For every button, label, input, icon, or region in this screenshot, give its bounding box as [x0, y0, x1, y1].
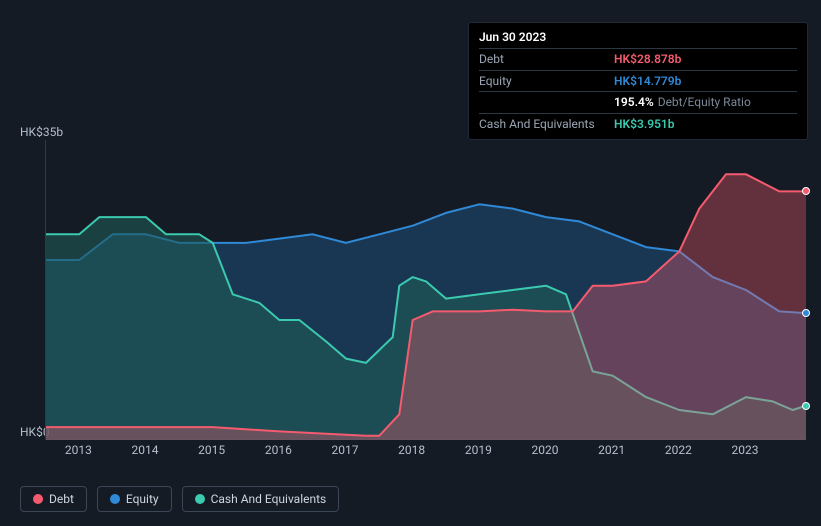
- chart-plot-area[interactable]: [45, 140, 805, 440]
- tooltip-row-ratio: 195.4% Debt/Equity Ratio: [479, 91, 797, 113]
- tooltip-label: [479, 94, 614, 111]
- series-end-dot: [802, 309, 810, 317]
- chart-container: HK$35b HK$0 2013201420152016201720182019…: [15, 125, 810, 465]
- legend-label: Debt: [49, 492, 74, 506]
- series-end-dot: [802, 187, 810, 195]
- legend-swatch: [110, 494, 120, 504]
- chart-tooltip: Jun 30 2023 Debt HK$28.878b Equity HK$14…: [468, 22, 808, 140]
- x-tick: 2014: [132, 443, 159, 457]
- x-tick: 2019: [465, 443, 492, 457]
- tooltip-label: Debt: [479, 51, 614, 68]
- legend-swatch: [195, 494, 205, 504]
- chart-svg: [46, 140, 806, 440]
- tooltip-date: Jun 30 2023: [479, 29, 797, 48]
- x-axis: 2013 2014 2015 2016 2017 2018 2019 2020 2021 2022…: [45, 443, 805, 463]
- series-end-dot: [802, 402, 810, 410]
- legend-swatch: [33, 494, 43, 504]
- x-tick: 2015: [198, 443, 225, 457]
- x-tick: 2022: [665, 443, 692, 457]
- x-tick: 2017: [332, 443, 359, 457]
- tooltip-row-debt: Debt HK$28.878b: [479, 48, 797, 70]
- legend-label: Cash And Equivalents: [211, 492, 327, 506]
- legend-item-cash[interactable]: Cash And Equivalents: [182, 486, 340, 512]
- x-tick: 2021: [598, 443, 625, 457]
- tooltip-value: 195.4%: [614, 94, 654, 111]
- x-tick: 2023: [732, 443, 759, 457]
- x-tick: 2020: [532, 443, 559, 457]
- tooltip-row-cash: Cash And Equivalents HK$3.951b: [479, 113, 797, 135]
- legend-item-debt[interactable]: Debt: [20, 486, 87, 512]
- tooltip-label: Cash And Equivalents: [479, 116, 614, 133]
- x-tick: 2013: [65, 443, 92, 457]
- tooltip-value: HK$3.951b: [614, 116, 675, 133]
- legend-label: Equity: [126, 492, 159, 506]
- tooltip-row-equity: Equity HK$14.779b: [479, 70, 797, 92]
- chart-legend: Debt Equity Cash And Equivalents: [20, 486, 339, 512]
- legend-item-equity[interactable]: Equity: [97, 486, 172, 512]
- tooltip-value: HK$14.779b: [614, 73, 681, 90]
- tooltip-suffix: Debt/Equity Ratio: [658, 94, 751, 111]
- y-label-max: HK$35b: [20, 125, 63, 139]
- tooltip-value: HK$28.878b: [614, 51, 681, 68]
- x-tick: 2016: [265, 443, 292, 457]
- tooltip-label: Equity: [479, 73, 614, 90]
- x-tick: 2018: [398, 443, 425, 457]
